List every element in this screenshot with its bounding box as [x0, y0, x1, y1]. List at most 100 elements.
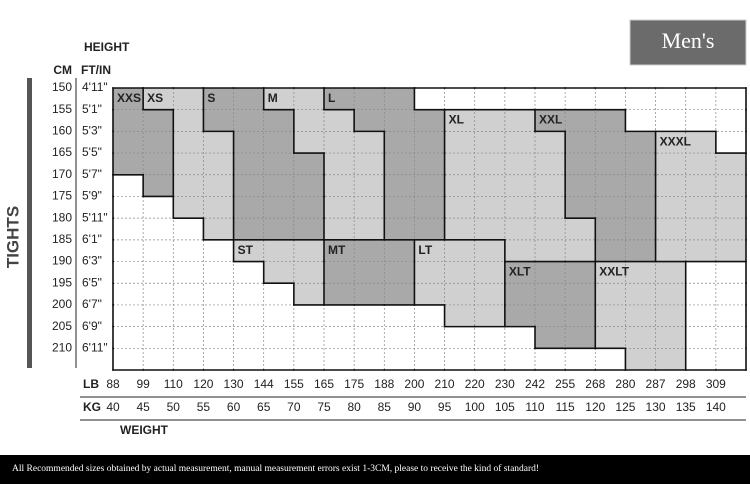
- size-cell: [655, 348, 687, 371]
- size-cell: [595, 283, 626, 306]
- cm-label: 180: [52, 210, 72, 224]
- size-cell: [655, 218, 687, 241]
- size-cell: [173, 153, 204, 176]
- size-cell: [173, 131, 204, 154]
- size-cell: [354, 153, 385, 176]
- size-cell: [474, 283, 506, 306]
- kg-label: 105: [495, 400, 515, 414]
- size-cell: [354, 239, 385, 262]
- size-cell: [233, 239, 265, 262]
- size-cell: [173, 88, 204, 110]
- size-cell: [354, 131, 385, 154]
- size-cell: [384, 174, 415, 197]
- kg-label: 85: [378, 400, 392, 414]
- size-cell: [655, 261, 687, 284]
- size-cell: [293, 109, 325, 132]
- size-cell: [504, 304, 536, 327]
- size-cell: [504, 109, 536, 132]
- size-cell: [414, 261, 445, 284]
- size-cell: [414, 153, 445, 176]
- size-cell: [233, 196, 265, 219]
- size-cell: [535, 109, 566, 132]
- size-cell: [535, 196, 566, 219]
- lb-label: 200: [404, 377, 424, 391]
- size-cell: [444, 239, 476, 262]
- size-cell: [444, 304, 476, 327]
- size-cell: [685, 174, 717, 197]
- size-cell: [233, 218, 265, 241]
- kg-label: 75: [317, 400, 331, 414]
- ft-header: FT/IN: [81, 63, 111, 77]
- size-cell: [113, 109, 144, 132]
- size-cell: [354, 283, 385, 306]
- size-cell: [203, 131, 234, 154]
- size-cell: [324, 239, 355, 262]
- size-label: XS: [147, 91, 163, 105]
- kg-label: 125: [615, 400, 635, 414]
- lb-label: 175: [344, 377, 364, 391]
- size-label: ST: [238, 243, 254, 257]
- size-cell: [293, 131, 325, 154]
- size-cell: [504, 283, 536, 306]
- size-cell: [685, 218, 717, 241]
- size-cell: [414, 131, 445, 154]
- size-label: XXXL: [660, 134, 691, 148]
- size-cell: [655, 326, 687, 349]
- size-cell: [173, 109, 204, 132]
- kg-label: 45: [136, 400, 150, 414]
- ft-label: 5'5": [82, 145, 102, 159]
- size-cell: [324, 131, 355, 154]
- size-cell: [324, 218, 355, 241]
- lb-label: 130: [224, 377, 244, 391]
- size-cell: [474, 131, 506, 154]
- size-cell: [324, 109, 355, 132]
- size-cell: [293, 218, 325, 241]
- size-cell: [595, 196, 626, 219]
- kg-label: 95: [438, 400, 452, 414]
- size-cell: [444, 261, 476, 284]
- cm-label: 155: [52, 102, 72, 116]
- size-cell: [384, 239, 415, 262]
- lb-label: 287: [646, 377, 666, 391]
- size-cell: [504, 261, 536, 284]
- size-cell: [474, 196, 506, 219]
- size-cell: [535, 153, 566, 176]
- kg-header: KG: [83, 400, 101, 414]
- lb-label: 155: [284, 377, 304, 391]
- size-cell: [324, 283, 355, 306]
- size-cell: [565, 304, 596, 327]
- size-cell: [685, 239, 717, 262]
- lb-label: 280: [615, 377, 635, 391]
- size-cell: [565, 131, 596, 154]
- size-cell: [625, 261, 656, 284]
- kg-label: 130: [646, 400, 666, 414]
- kg-label: 135: [676, 400, 696, 414]
- size-cell: [565, 283, 596, 306]
- size-cell: [595, 304, 626, 327]
- size-cell: [595, 109, 626, 132]
- kg-label: 40: [106, 400, 120, 414]
- size-cell: [474, 109, 506, 132]
- kg-label: 50: [167, 400, 181, 414]
- size-cell: [263, 174, 295, 197]
- size-cell: [625, 326, 656, 349]
- size-cell: [685, 153, 717, 176]
- size-cell: [263, 261, 295, 284]
- ft-label: 5'3": [82, 124, 102, 138]
- ft-label: 6'5": [82, 275, 102, 289]
- size-cell: [715, 153, 747, 176]
- size-cell: [324, 196, 355, 219]
- size-cell: [565, 261, 596, 284]
- kg-label: 115: [556, 400, 575, 414]
- side-bar: [27, 78, 32, 368]
- size-cell: [655, 153, 687, 176]
- size-cell: [233, 131, 265, 154]
- ft-label: 5'1": [82, 102, 102, 116]
- size-cell: [444, 109, 476, 132]
- size-cell: [384, 109, 415, 132]
- kg-label: 55: [197, 400, 211, 414]
- size-cell: [143, 88, 174, 110]
- footer-bar: [0, 455, 750, 484]
- size-cell: [203, 196, 234, 219]
- size-cell: [715, 218, 747, 241]
